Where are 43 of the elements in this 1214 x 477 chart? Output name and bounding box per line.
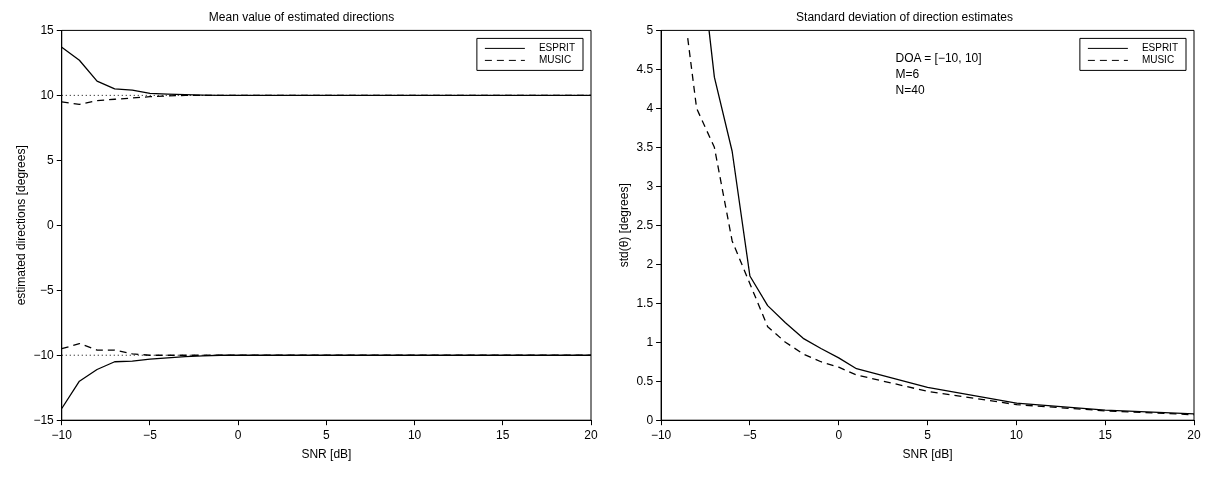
- legend-label: MUSIC: [538, 54, 572, 66]
- x-tick-label: 20: [1187, 427, 1201, 442]
- legend-label: MUSIC: [1141, 54, 1175, 66]
- x-tick-label: 15: [496, 427, 510, 442]
- y-tick-label: 2: [646, 256, 654, 271]
- y-axis-title: estimated directions [degrees]: [13, 145, 28, 306]
- chart-title: Standard deviation of direction estimates: [796, 9, 1013, 24]
- x-tick-label: 10: [1009, 427, 1024, 442]
- y-tick-label: 0: [47, 217, 55, 232]
- x-tick-label: 5: [323, 427, 331, 442]
- y-tick-label: 4: [646, 100, 654, 115]
- x-tick-label: −5: [743, 427, 758, 442]
- y-tick-label: 1: [646, 334, 654, 349]
- x-tick-label: 0: [234, 427, 242, 442]
- y-tick-label: 0.5: [636, 373, 654, 388]
- y-tick-label: 2.5: [636, 217, 654, 232]
- y-tick-label: 1.5: [636, 295, 654, 310]
- chart-title: Mean value of estimated directions: [208, 9, 395, 24]
- legend-label: ESPRIT: [1141, 42, 1179, 54]
- y-tick-label: 3: [646, 178, 654, 193]
- annotation: N=40: [895, 82, 925, 97]
- y-tick-label: 15: [40, 22, 55, 37]
- y-axis-title: std(θ) [degrees]: [616, 183, 631, 268]
- x-axis-title: SNR [dB]: [902, 447, 953, 462]
- y-tick-label: 10: [40, 87, 55, 102]
- y-tick-label: 5: [646, 22, 654, 37]
- y-tick-label: 4.5: [636, 61, 654, 76]
- annotation: M=6: [895, 66, 920, 81]
- y-tick-label: 0: [646, 412, 654, 427]
- x-tick-label: 15: [1098, 427, 1113, 442]
- legend-label: ESPRIT: [538, 42, 576, 54]
- x-tick-label: 10: [407, 427, 422, 442]
- y-tick-label: −10: [33, 347, 55, 362]
- x-tick-label: 0: [835, 427, 843, 442]
- y-tick-label: 3.5: [636, 139, 654, 154]
- annotation: DOA = [−10, 10]: [895, 50, 982, 65]
- x-tick-label: 5: [924, 427, 932, 442]
- y-tick-label: −15: [33, 412, 55, 427]
- x-tick-label: −5: [143, 427, 158, 442]
- x-tick-label: 20: [584, 427, 598, 442]
- y-tick-label: −5: [40, 282, 55, 297]
- x-axis-title: SNR [dB]: [301, 447, 352, 462]
- y-tick-label: 5: [47, 152, 55, 167]
